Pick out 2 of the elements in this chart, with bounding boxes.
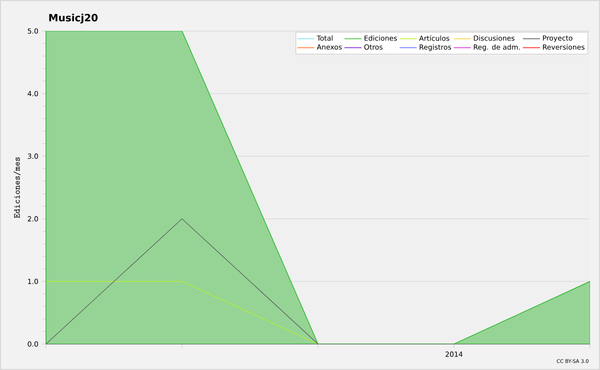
chart-title: Musicj20	[49, 14, 98, 24]
y-axis-title: Ediciones/mes	[13, 157, 20, 218]
